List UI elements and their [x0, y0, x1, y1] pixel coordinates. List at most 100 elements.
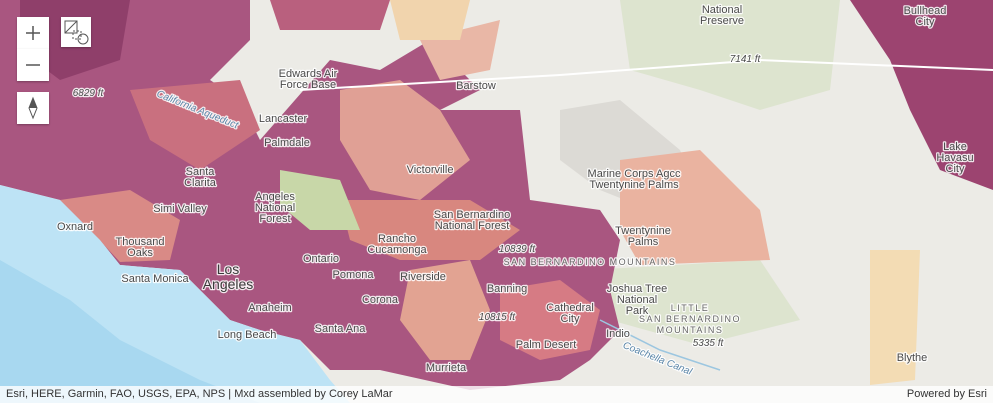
place-label: SAN BERNARDINO MOUNTAINS [504, 257, 677, 267]
label-line: Palms [628, 236, 659, 248]
place-label: Murrieta [426, 362, 467, 374]
place-label: Corona [362, 294, 399, 306]
label-line: Havasu [936, 152, 973, 164]
label-line: Angeles [203, 276, 254, 292]
label-line: Joshua Tree [607, 283, 668, 295]
label-line: Marine Corps Agcc [588, 168, 681, 180]
label-line: Pomona [333, 269, 375, 281]
place-label: Simi Valley [153, 203, 207, 215]
place-label: Santa Ana [315, 323, 367, 335]
place-label: Thousand Oaks [116, 236, 165, 259]
place-label: 6829 ft [73, 88, 105, 99]
place-label: 10815 ft [479, 312, 516, 323]
place-label: 5335 ft [693, 338, 725, 349]
choropleth-region [270, 0, 390, 30]
label-line: Lake [943, 141, 967, 153]
choropleth-region [340, 80, 470, 200]
label-line: Forest [259, 213, 290, 225]
basemap-toggle-button[interactable] [61, 17, 91, 47]
label-line: Thousand [116, 236, 165, 248]
label-line: SAN BERNARDINO MOUNTAINS [504, 257, 677, 267]
label-line: Oxnard [57, 221, 93, 233]
label-line: Palm Desert [516, 339, 577, 351]
label-line: Murrieta [426, 362, 467, 374]
label-line: Long Beach [218, 329, 277, 341]
label-line: National [617, 294, 657, 306]
label-line: Santa Monica [121, 273, 189, 285]
choropleth-region [620, 150, 770, 265]
place-label: Pomona [333, 269, 375, 281]
choropleth-region [400, 260, 490, 360]
place-label: Cathedral City [546, 302, 594, 325]
label-line: Barstow [456, 80, 496, 92]
label-line: Corona [362, 294, 399, 306]
powered-by[interactable]: Powered by Esri [906, 388, 987, 400]
attribution: Esri, HERE, Garmin, FAO, USGS, EPA, NPS … [6, 388, 393, 400]
zoom-in-icon [26, 26, 40, 40]
place-label: Palmdale [264, 137, 310, 149]
place-label: Long Beach [218, 329, 277, 341]
place-label: Palm Desert [516, 339, 577, 351]
place-label: Bullhead City [904, 5, 947, 28]
ocean-deep [0, 260, 260, 403]
label-line: Clarita [184, 177, 217, 189]
label-line: Preserve [700, 15, 744, 27]
forest-area [280, 170, 360, 230]
label-line: Blythe [897, 352, 928, 364]
zoom-out-icon [26, 64, 40, 66]
label-line: Simi Valley [153, 203, 207, 215]
label-line: MOUNTAINS [657, 325, 724, 335]
zoom-in-button[interactable] [17, 17, 49, 49]
label-line: Santa [186, 166, 216, 178]
compass-icon [28, 96, 38, 120]
label-line: Indio [606, 328, 630, 340]
label-line: 10839 ft [499, 244, 536, 255]
place-label: Indio [606, 328, 630, 340]
place-label: Lancaster [259, 113, 308, 125]
choropleth-region [850, 0, 993, 190]
label-line: Park [626, 305, 649, 317]
place-label: Ontario [303, 253, 339, 265]
label-line: Cucamonga [367, 244, 427, 256]
preserve-area [620, 0, 840, 110]
place-label: Oxnard [57, 221, 93, 233]
label-line: Los [217, 261, 240, 277]
choropleth-region [130, 80, 260, 170]
place-label: Santa Clarita [184, 166, 217, 189]
place-label: 10839 ft [499, 244, 536, 255]
label-line: Riverside [400, 271, 446, 283]
choropleth-region [390, 0, 470, 40]
label-line: National [255, 202, 295, 214]
label-line: Palmdale [264, 137, 310, 149]
label-line: SAN BERNARDINO [639, 314, 741, 324]
highway [299, 58, 993, 91]
label-line: City [916, 16, 935, 28]
label-line: National Forest [435, 220, 510, 232]
basemap-icon [64, 20, 89, 45]
place-label: Edwards Air Force Base [279, 68, 338, 91]
canal [599, 319, 721, 371]
place-label: Los Angeles [203, 261, 254, 292]
choropleth-region [340, 200, 520, 260]
label-line: Force Base [280, 79, 336, 91]
place-label: Riverside [400, 271, 446, 283]
label-line: 10815 ft [479, 312, 516, 323]
label-line: Ontario [303, 253, 339, 265]
label-line: Cathedral [546, 302, 594, 314]
label-line: Bullhead [904, 5, 947, 17]
compass-button[interactable] [17, 92, 49, 124]
place-label: Twentynine Palms [615, 225, 671, 248]
zoom-out-button[interactable] [17, 49, 49, 81]
label-line: Santa Ana [315, 323, 367, 335]
park-area [590, 260, 800, 345]
label-line: Banning [487, 283, 527, 295]
label-line: 5335 ft [693, 338, 725, 349]
label-line: National [702, 4, 742, 16]
label-line: Lancaster [259, 113, 308, 125]
label-line: 6829 ft [73, 88, 105, 99]
place-label: Marine Corps Agcc Twentynine Palms [588, 168, 681, 191]
attribution-bar: Esri, HERE, Garmin, FAO, USGS, EPA, NPS … [0, 386, 993, 403]
label-line: Twentynine [615, 225, 671, 237]
